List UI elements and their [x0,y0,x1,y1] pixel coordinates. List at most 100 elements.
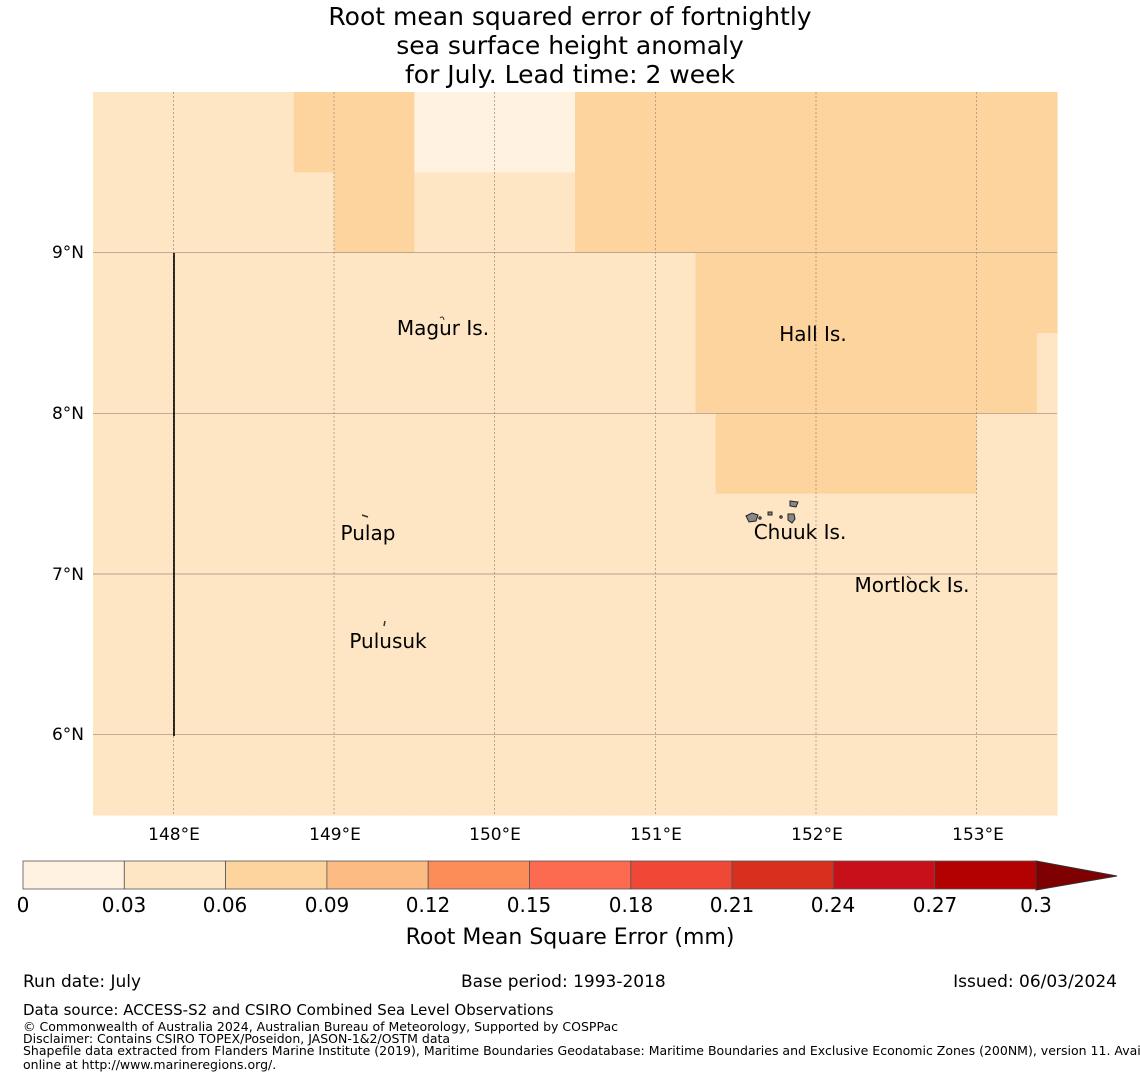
grid-cell [896,212,918,254]
grid-cell [635,574,656,615]
grid-cell [153,694,174,736]
grid-cell [454,172,476,214]
grid-cell [334,654,355,696]
grid-cell [514,614,536,655]
grid-cell [795,333,817,374]
grid-cell [876,132,897,173]
grid-cell [193,373,215,414]
grid-cell [595,734,616,776]
grid-cell [374,453,395,495]
grid-cell [414,252,436,294]
grid-cell [735,734,757,776]
grid-cell [474,252,496,294]
grid-cell [334,413,355,455]
grid-cell [173,333,195,374]
grid-cell [434,92,456,133]
cb-tick-4: 0.12 [406,893,451,917]
grid-cell [313,774,335,816]
grid-cell [113,212,134,254]
grid-cell [795,212,817,254]
grid-cell [394,453,415,495]
grid-cell [374,292,395,334]
grid-cell [755,172,777,214]
grid-cell [474,774,496,816]
grid-cell [293,292,315,334]
grid-cell [856,172,877,214]
grid-cell [675,252,697,294]
grid-cell [334,734,355,776]
data-source: Data source: ACCESS-S2 and CSIRO Combine… [23,1001,554,1019]
grid-cell [354,453,375,495]
grid-cell [414,132,436,173]
grid-cell [655,212,677,254]
grid-cell [414,453,436,495]
grid-cell [233,172,255,214]
grid-cell [554,252,576,294]
grid-cell [1016,92,1038,133]
grid-cell [273,453,295,495]
grid-cell [554,333,576,374]
grid-cell [534,654,556,696]
grid-cell [434,172,456,214]
grid-cell [273,373,295,414]
cb-tick-8: 0.24 [811,893,856,917]
grid-cell [836,292,857,334]
grid-cell [615,132,636,173]
grid-cell [1036,373,1058,414]
grid-cell [253,373,275,414]
grid-cell [193,252,215,294]
grid-cell [374,212,395,254]
grid-cell [434,734,456,776]
grid-cell [655,734,677,776]
grid-cell [575,333,596,374]
grid-cell [635,774,656,816]
grid-cell [635,654,656,696]
magur-island-shape [439,316,445,321]
grid-cell [1016,614,1038,655]
grid-cell [775,172,797,214]
grid-cell [876,574,897,615]
grid-cell [293,212,315,254]
grid-cell [414,574,436,615]
grid-cell [354,654,375,696]
issued-date: Issued: 06/03/2024 [953,972,1117,992]
grid-cell [93,574,114,615]
grid-cell [514,453,536,495]
grid-cell [775,212,797,254]
grid-cell [434,132,456,173]
grid-cell [534,413,556,455]
grid-cell [936,333,958,374]
grid-cell [795,734,817,776]
grid-cell [635,453,656,495]
grid-cell [976,333,998,374]
grid-cell [795,292,817,334]
grid-cell [273,533,295,575]
grid-cell [655,132,677,173]
grid-cell [1016,493,1038,535]
grid-cell [514,333,536,374]
grid-cell [715,493,737,535]
grid-cell [474,453,496,495]
grid-cell [1016,373,1038,414]
lon-tick-148: 148°E [148,825,200,845]
grid-cell [133,333,154,374]
grid-cell [173,654,195,696]
grid-cell [615,172,636,214]
grid-cell [253,533,275,575]
grid-cell [635,734,656,776]
grid-cell [615,373,636,414]
grid-cell [635,694,656,736]
grid-cell [193,694,215,736]
grid-cell [93,734,114,776]
grid-cell [334,292,355,334]
grid-cell [534,333,556,374]
grid-cell [595,774,616,816]
grid-cell [273,292,295,334]
grid-cell [816,92,837,133]
grid-cell [876,493,897,535]
grid-cell [233,533,255,575]
grid-cell [173,92,195,133]
grid-cell [173,574,195,615]
grid-cell [173,493,195,535]
grid-cell [193,132,215,173]
